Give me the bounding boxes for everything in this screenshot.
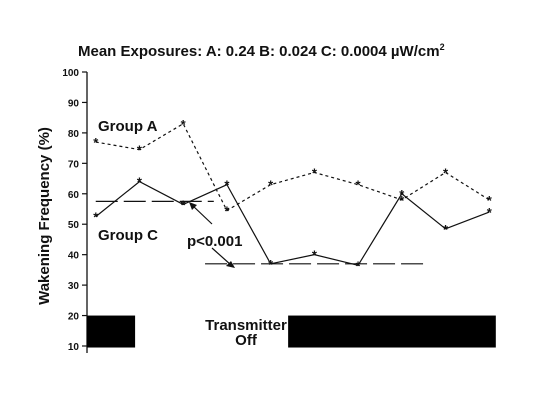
transmitter-bars	[87, 315, 496, 348]
y-tick-label: 50	[68, 220, 80, 231]
data-point: *	[137, 175, 143, 190]
y-tick-label: 30	[68, 281, 80, 292]
data-point: *	[312, 165, 318, 180]
significance-arrowhead-down	[226, 261, 235, 268]
y-tick-label: 90	[68, 98, 80, 109]
y-tick-label: 100	[62, 68, 79, 79]
data-point: *	[93, 135, 99, 150]
chart-title-text: Mean Exposures: A: 0.24 B: 0.024 C: 0.00…	[78, 43, 440, 60]
data-point: *	[356, 258, 362, 273]
transmitter-label: Transmitter	[205, 317, 287, 334]
y-tick-label: 70	[68, 159, 80, 170]
data-point: *	[399, 193, 405, 208]
legend-label-group-c: Group C	[98, 227, 158, 244]
data-point: *	[137, 143, 143, 158]
data-point: *	[487, 205, 493, 220]
chart-title-superscript: 2	[440, 42, 445, 52]
data-point: *	[268, 257, 274, 272]
transmitter-on-bar-left	[87, 315, 136, 348]
y-axis: 10 20 30 40 50 60 70 80 90 100	[62, 68, 88, 353]
data-point: *	[356, 178, 362, 193]
significance-arrow-down	[211, 247, 232, 266]
data-point: *	[181, 197, 187, 212]
series-line-group-a	[95, 122, 490, 212]
transmitter-on-bar-right	[288, 315, 496, 348]
series-lines: ********************	[93, 117, 493, 274]
data-point: *	[443, 222, 449, 237]
y-tick-label: 80	[68, 129, 80, 140]
chart-title: Mean Exposures: A: 0.24 B: 0.024 C: 0.00…	[78, 42, 445, 60]
data-point: *	[312, 248, 318, 263]
data-point: *	[181, 117, 187, 132]
significance-arrowhead-up	[189, 202, 197, 210]
data-point: *	[268, 178, 274, 193]
data-point: *	[487, 193, 493, 208]
significance-arrow-up	[191, 204, 213, 225]
data-point: *	[224, 178, 230, 193]
legend-label-group-a: Group A	[98, 118, 158, 135]
y-axis-label: Wakening Frequency (%)	[36, 127, 53, 305]
y-tick-label: 40	[68, 251, 80, 262]
data-point: *	[93, 210, 99, 225]
y-tick-label: 10	[68, 342, 80, 353]
data-point: *	[224, 204, 230, 219]
y-tick-label: 20	[68, 312, 80, 323]
off-label: Off	[235, 332, 258, 349]
significance-label: p<0.001	[187, 233, 242, 250]
data-point: *	[399, 187, 405, 202]
series-line-group-c	[95, 180, 490, 267]
data-point: *	[443, 165, 449, 180]
y-tick-label: 60	[68, 190, 80, 201]
